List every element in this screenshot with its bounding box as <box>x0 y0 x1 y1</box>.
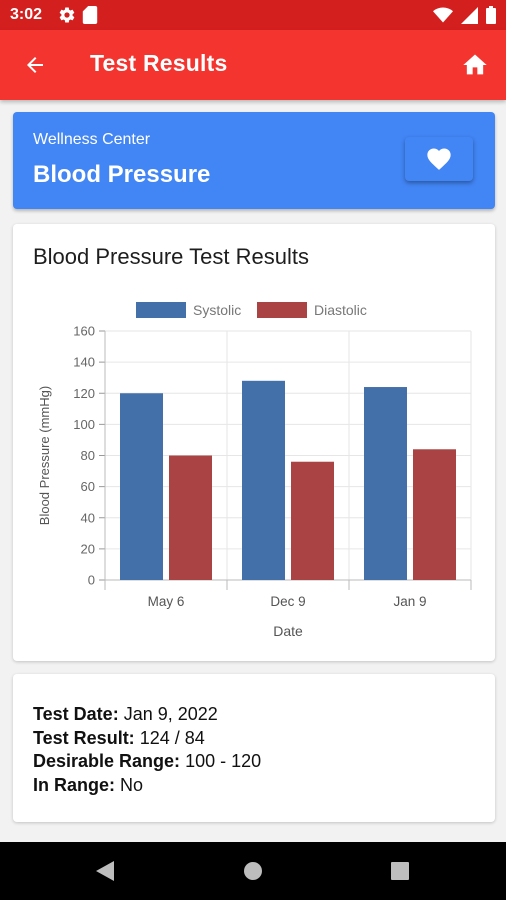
home-circle-icon <box>244 862 262 880</box>
app-bar: Test Results <box>0 30 506 100</box>
y-tick-label: 40 <box>81 510 95 525</box>
test-date-label: Test Date: <box>33 704 119 724</box>
status-bar: 3:02 <box>0 0 506 30</box>
battery-icon <box>486 6 496 29</box>
heart-icon <box>427 148 451 170</box>
x-tick-label: May 6 <box>148 594 185 609</box>
detail-test-date: Test Date: Jan 9, 2022 <box>33 703 495 727</box>
detail-in-range: In Range: No <box>33 774 495 798</box>
back-triangle-icon <box>96 861 114 881</box>
wifi-icon <box>433 7 453 28</box>
y-tick-label: 80 <box>81 448 95 463</box>
x-tick-label: Jan 9 <box>393 594 426 609</box>
bar-diastolic <box>413 449 456 580</box>
detail-test-result: Test Result: 124 / 84 <box>33 727 495 751</box>
bar-chart: 0 20 40 60 80 100 120 140 160 May 6 Dec 9 Jan 9 Date… <box>37 302 472 639</box>
detail-desirable-range: Desirable Range: 100 - 120 <box>33 750 495 774</box>
back-button[interactable] <box>14 44 56 86</box>
home-icon <box>463 54 487 75</box>
y-tick-label: 20 <box>81 541 95 556</box>
x-tick-label: Dec 9 <box>270 594 305 609</box>
chart-title: Blood Pressure Test Results <box>33 244 309 269</box>
chart-card: Blood Pressure Test Results 0 20 40 60 80 100… <box>13 224 495 661</box>
legend-swatch-systolic <box>136 302 186 318</box>
header-title: Blood Pressure <box>33 161 211 188</box>
legend-label-systolic: Systolic <box>193 302 241 318</box>
y-tick-label: 100 <box>73 417 95 432</box>
status-left-icons <box>58 6 98 29</box>
bar-diastolic <box>291 461 334 580</box>
arrow-back-icon <box>27 57 43 73</box>
y-tick-label: 0 <box>88 573 95 588</box>
y-tick-label: 160 <box>73 324 95 339</box>
in-range-value: No <box>120 774 144 795</box>
bar-systolic <box>364 387 407 580</box>
page-title: Test Results <box>90 50 228 76</box>
home-button[interactable] <box>454 44 496 86</box>
x-axis-label: Date <box>273 623 303 639</box>
favorite-button[interactable] <box>405 137 473 181</box>
nav-back-button[interactable] <box>90 856 120 886</box>
header-subtitle: Wellness Center <box>33 131 151 148</box>
y-tick-label: 140 <box>73 355 95 370</box>
sd-card-icon <box>82 6 98 29</box>
in-range-label: In Range: <box>33 774 116 795</box>
desirable-range-value: 100 - 120 <box>185 751 262 771</box>
bar-systolic <box>242 380 285 580</box>
signal-icon <box>461 6 478 29</box>
y-tick-label: 60 <box>81 479 95 494</box>
test-result-label: Test Result: <box>33 727 135 748</box>
status-time: 3:02 <box>10 6 43 23</box>
system-nav-bar <box>0 842 506 900</box>
desirable-range-label: Desirable Range: <box>33 751 181 771</box>
legend-swatch-diastolic <box>257 302 307 318</box>
legend-label-diastolic: Diastolic <box>314 302 367 318</box>
nav-home-button[interactable] <box>238 856 268 886</box>
gear-icon <box>58 6 76 29</box>
y-axis-label: Blood Pressure (mmHg) <box>37 386 52 525</box>
recents-square-icon <box>391 862 409 880</box>
test-result-value: 124 / 84 <box>139 727 205 748</box>
bar-diastolic <box>169 455 212 580</box>
y-tick-label: 120 <box>73 386 95 401</box>
header-card: Wellness Center Blood Pressure <box>13 112 495 209</box>
test-date-value: Jan 9, 2022 <box>123 704 218 724</box>
nav-recents-button[interactable] <box>385 856 415 886</box>
details-card: Test Date: Jan 9, 2022 Test Result: 124 … <box>13 674 495 822</box>
status-right-icons <box>433 6 496 29</box>
bar-systolic <box>120 393 163 580</box>
